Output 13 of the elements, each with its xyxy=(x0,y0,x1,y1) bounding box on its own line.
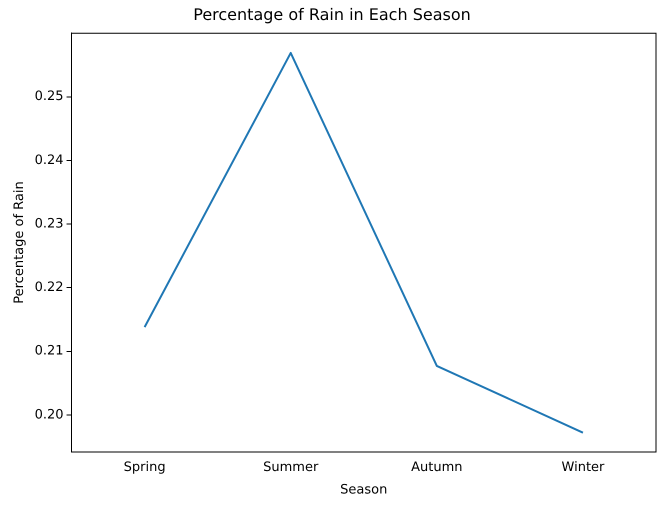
chart-title: Percentage of Rain in Each Season xyxy=(193,4,471,24)
y-tick-label: 0.22 xyxy=(34,280,64,296)
y-tick-label: 0.23 xyxy=(34,216,64,232)
y-tick-label: 0.25 xyxy=(34,89,64,104)
x-axis-title: Season xyxy=(340,482,388,498)
y-tick-label: 0.24 xyxy=(34,152,64,168)
y-tick-label: 0.21 xyxy=(34,344,64,359)
x-tick-label: Winter xyxy=(562,460,606,475)
x-tick-label: Summer xyxy=(263,460,319,475)
x-tick-label: Autumn xyxy=(411,460,463,475)
x-tick-label: Spring xyxy=(124,460,166,475)
y-tick-label: 0.20 xyxy=(34,407,64,422)
y-axis-title: Percentage of Rain xyxy=(12,181,28,304)
